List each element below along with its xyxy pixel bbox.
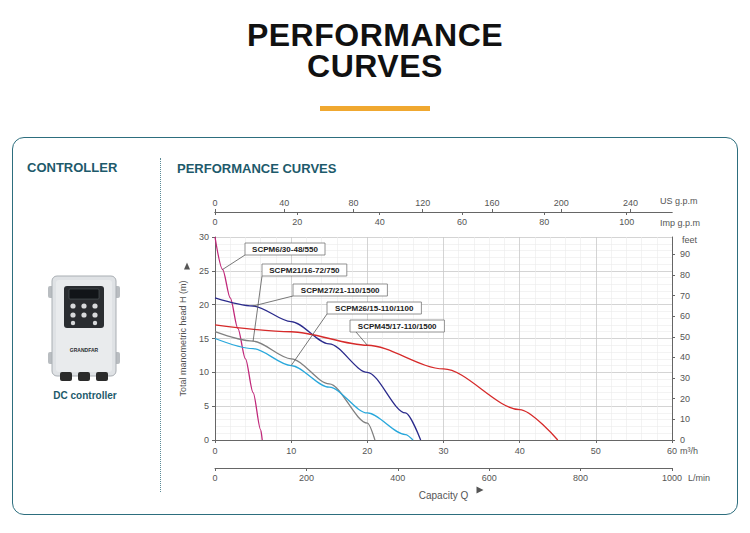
svg-text:600: 600 bbox=[482, 473, 497, 483]
svg-text:30: 30 bbox=[438, 446, 448, 456]
svg-text:80: 80 bbox=[539, 217, 549, 227]
svg-text:feet: feet bbox=[682, 235, 698, 245]
svg-text:0: 0 bbox=[680, 435, 685, 445]
svg-text:40: 40 bbox=[279, 198, 289, 208]
svg-text:SCPM27/21-110/1500: SCPM27/21-110/1500 bbox=[301, 286, 380, 295]
svg-text:80: 80 bbox=[348, 198, 358, 208]
svg-text:40: 40 bbox=[680, 352, 690, 362]
svg-text:5: 5 bbox=[204, 401, 209, 411]
svg-text:40: 40 bbox=[375, 217, 385, 227]
svg-text:SCPM6/30-48/550: SCPM6/30-48/550 bbox=[252, 245, 318, 254]
svg-text:60: 60 bbox=[667, 446, 677, 456]
svg-text:50: 50 bbox=[680, 332, 690, 342]
svg-text:Capacity Q: Capacity Q bbox=[419, 490, 469, 501]
svg-text:GRANDFAR: GRANDFAR bbox=[70, 347, 99, 353]
svg-text:160: 160 bbox=[484, 198, 499, 208]
svg-text:200: 200 bbox=[299, 473, 314, 483]
html-text:CONTROLLER: CONTROLLER bbox=[27, 160, 118, 175]
svg-text:20: 20 bbox=[292, 217, 302, 227]
svg-text:20: 20 bbox=[680, 394, 690, 404]
svg-text:40: 40 bbox=[515, 446, 525, 456]
svg-text:0: 0 bbox=[212, 217, 217, 227]
svg-text:0: 0 bbox=[204, 435, 209, 445]
svg-text:80: 80 bbox=[680, 270, 690, 280]
svg-text:90: 90 bbox=[680, 249, 690, 259]
svg-text:SCPM45/17-110/1500: SCPM45/17-110/1500 bbox=[358, 322, 437, 331]
svg-text:25: 25 bbox=[199, 266, 209, 276]
svg-text:Total manometric head H (m): Total manometric head H (m) bbox=[178, 280, 188, 396]
svg-text:30: 30 bbox=[680, 373, 690, 383]
svg-text:20: 20 bbox=[199, 300, 209, 310]
svg-text:240: 240 bbox=[623, 198, 638, 208]
svg-text:60: 60 bbox=[457, 217, 467, 227]
svg-text:m³/h: m³/h bbox=[680, 446, 698, 456]
svg-text:10: 10 bbox=[199, 367, 209, 377]
svg-text:SCPM21/16-72/750: SCPM21/16-72/750 bbox=[269, 266, 340, 275]
svg-text:10: 10 bbox=[680, 414, 690, 424]
svg-text:0: 0 bbox=[212, 446, 217, 456]
svg-text:0: 0 bbox=[212, 198, 217, 208]
svg-text:100: 100 bbox=[619, 217, 634, 227]
html-text:PERFORMANCE CURVES: PERFORMANCE CURVES bbox=[246, 17, 504, 84]
svg-text:70: 70 bbox=[680, 291, 690, 301]
html-text:DC controller: DC controller bbox=[53, 390, 117, 401]
svg-text:50: 50 bbox=[591, 446, 601, 456]
svg-text:US g.p.m: US g.p.m bbox=[660, 196, 698, 206]
svg-text:SCPM26/15-110/1100: SCPM26/15-110/1100 bbox=[335, 304, 414, 313]
svg-text:200: 200 bbox=[554, 198, 569, 208]
svg-text:15: 15 bbox=[199, 334, 209, 344]
svg-text:L/min: L/min bbox=[688, 473, 710, 483]
svg-text:30: 30 bbox=[199, 232, 209, 242]
svg-text:60: 60 bbox=[680, 311, 690, 321]
html-text:PERFORMANCE CURVES: PERFORMANCE CURVES bbox=[177, 161, 337, 176]
svg-text:400: 400 bbox=[390, 473, 405, 483]
svg-text:1000: 1000 bbox=[662, 473, 682, 483]
svg-text:120: 120 bbox=[415, 198, 430, 208]
svg-text:0: 0 bbox=[212, 473, 217, 483]
svg-text:20: 20 bbox=[362, 446, 372, 456]
svg-text:10: 10 bbox=[286, 446, 296, 456]
svg-text:Imp g.p.m: Imp g.p.m bbox=[660, 218, 700, 228]
svg-text:800: 800 bbox=[573, 473, 588, 483]
